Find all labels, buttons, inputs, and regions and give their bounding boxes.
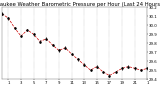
Title: Milwaukee Weather Barometric Pressure per Hour (Last 24 Hours): Milwaukee Weather Barometric Pressure pe… bbox=[0, 2, 160, 7]
